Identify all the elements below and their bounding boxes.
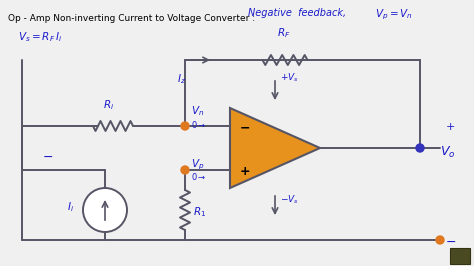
Text: $0\rightarrow$: $0\rightarrow$ bbox=[191, 119, 207, 130]
Text: $V_p$: $V_p$ bbox=[191, 157, 204, 172]
Circle shape bbox=[181, 166, 189, 174]
Text: $V_n$: $V_n$ bbox=[191, 104, 204, 118]
Text: $I_i$: $I_i$ bbox=[67, 200, 74, 214]
Text: $+V_s$: $+V_s$ bbox=[280, 71, 299, 84]
Text: Negative  feedback,: Negative feedback, bbox=[248, 8, 346, 18]
Text: $I_z$: $I_z$ bbox=[177, 72, 186, 86]
Text: $-$: $-$ bbox=[42, 150, 53, 163]
Text: −: − bbox=[240, 121, 250, 134]
Text: $0\rightarrow$: $0\rightarrow$ bbox=[191, 171, 207, 182]
Text: Op - Amp Non-inverting Current to Voltage Converter :: Op - Amp Non-inverting Current to Voltag… bbox=[8, 14, 255, 23]
Text: $R_i$: $R_i$ bbox=[103, 98, 114, 112]
Circle shape bbox=[436, 236, 444, 244]
Circle shape bbox=[181, 122, 189, 130]
Text: $-$: $-$ bbox=[445, 235, 456, 248]
Text: $V_p = V_n$: $V_p = V_n$ bbox=[375, 8, 413, 22]
Text: $V_o$: $V_o$ bbox=[440, 145, 456, 160]
Bar bbox=[450, 248, 470, 264]
Circle shape bbox=[416, 144, 424, 152]
Text: +: + bbox=[240, 165, 251, 178]
Text: $R_F$: $R_F$ bbox=[277, 26, 291, 40]
Text: $+$: $+$ bbox=[445, 121, 455, 132]
Polygon shape bbox=[230, 108, 320, 188]
Circle shape bbox=[83, 188, 127, 232]
Text: $R_1$: $R_1$ bbox=[193, 205, 206, 219]
Text: $V_s = R_F\,I_i$: $V_s = R_F\,I_i$ bbox=[18, 30, 63, 44]
Text: $-V_s$: $-V_s$ bbox=[280, 194, 299, 206]
